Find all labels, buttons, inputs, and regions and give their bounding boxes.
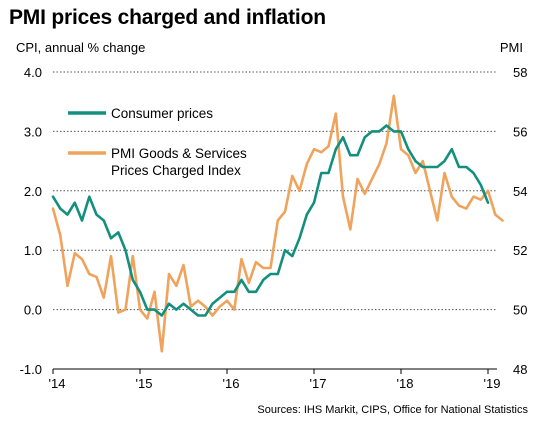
gridlines xyxy=(53,71,497,311)
x-tick-label: '16 xyxy=(223,376,240,391)
left-axis-ticks: 4.0 3.0 2.0 1.0 0.0 -1.0 xyxy=(20,65,42,377)
x-tick-label: '15 xyxy=(136,376,153,391)
right-tick-label: 54 xyxy=(513,184,527,199)
x-tick-label: '17 xyxy=(310,376,327,391)
x-tick-label: '18 xyxy=(397,376,414,391)
x-tick-label: '19 xyxy=(484,376,501,391)
legend: Consumer prices PMI Goods & Services Pric… xyxy=(68,106,247,178)
chart-title: PMI prices charged and inflation xyxy=(9,6,326,29)
left-tick-label: 2.0 xyxy=(24,184,42,199)
left-tick-label: 4.0 xyxy=(24,65,42,80)
x-axis-ticks: '14 '15 '16 '17 '18 '19 xyxy=(49,369,501,391)
left-tick-label: 3.0 xyxy=(24,124,42,139)
right-tick-label: 48 xyxy=(513,362,527,377)
source-note: Sources: IHS Markit, CIPS, Office for Na… xyxy=(257,404,528,416)
left-tick-label: 0.0 xyxy=(24,303,42,318)
series-layer xyxy=(51,94,504,353)
right-tick-label: 58 xyxy=(513,65,527,80)
legend-label-pmi-prices: PMI Goods & Services Prices Charged Index xyxy=(111,146,247,178)
x-tick-label: '14 xyxy=(49,376,66,391)
legend-label-consumer-prices: Consumer prices xyxy=(111,106,213,121)
pmi-prices-line xyxy=(51,94,504,353)
left-tick-label: 1.0 xyxy=(24,243,42,258)
left-tick-label: -1.0 xyxy=(20,362,42,377)
right-tick-label: 50 xyxy=(513,303,527,318)
right-tick-label: 52 xyxy=(513,243,527,258)
left-axis-label: CPI, annual % change xyxy=(16,40,145,55)
right-axis-label: PMI xyxy=(500,40,523,55)
right-tick-label: 56 xyxy=(513,124,527,139)
consumer-prices-line xyxy=(51,124,490,317)
right-axis-ticks: 58 56 54 52 50 48 xyxy=(513,65,527,377)
